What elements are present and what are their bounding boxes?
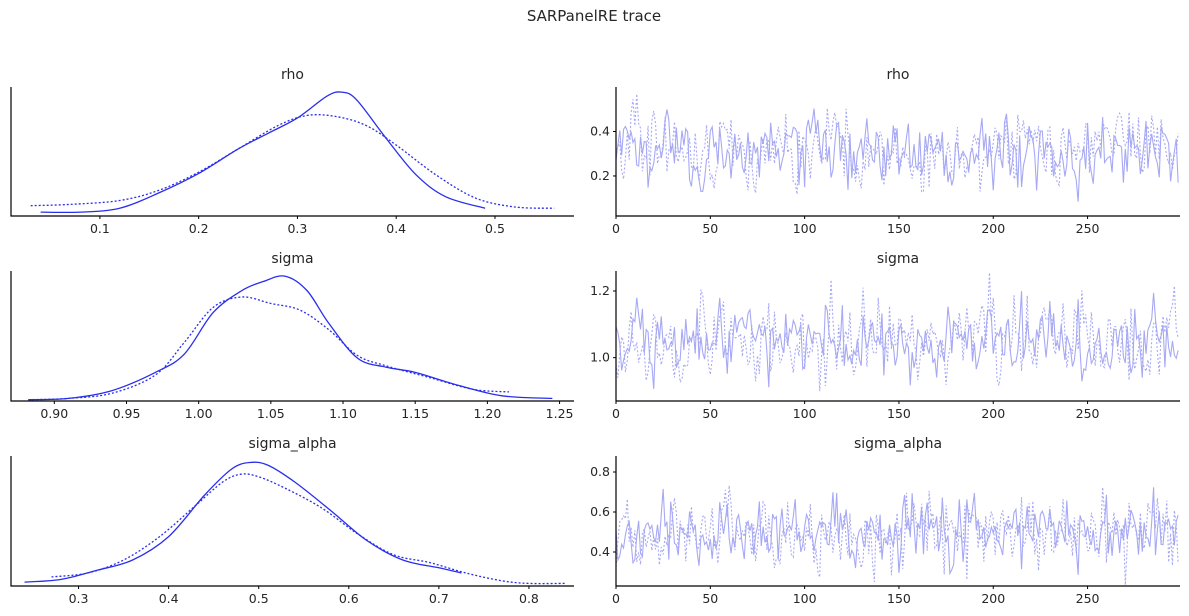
series-chain-0-line: [28, 275, 553, 401]
x-tick-label: 250: [1076, 591, 1100, 606]
series-chain-0-line: [615, 291, 1179, 390]
axis-spines: [10, 87, 574, 217]
x-tick-label: 0.1: [90, 221, 110, 236]
series-chain-1-line: [615, 485, 1179, 586]
x-tick-label: 100: [793, 591, 817, 606]
axis-spines: [615, 456, 1180, 587]
x-tick-label: 0.4: [386, 221, 406, 236]
x-tick-label: 100: [793, 406, 817, 421]
x-tick-label: 1.25: [546, 406, 574, 421]
figure-title: SARPanelRE trace: [527, 7, 661, 25]
series-chain-0-line: [24, 461, 462, 583]
x-tick-label: 200: [981, 591, 1005, 606]
y-tick-label: 0.8: [590, 464, 610, 479]
axis-spines: [10, 271, 574, 402]
x-tick-label: 1.00: [185, 406, 213, 421]
x-tick-label: 0.90: [40, 406, 68, 421]
panel-5: sigma_alpha 0.3 0.4 0.5 0.6 0.7 0.8: [10, 436, 574, 606]
series-chain-1-line: [28, 296, 510, 401]
panel-title: sigma: [877, 251, 919, 267]
x-tick-label: 50: [702, 406, 718, 421]
series-chain-0-line: [40, 91, 486, 214]
panel-title: rho: [281, 67, 304, 83]
x-tick-label: 0.3: [287, 221, 307, 236]
series-chain-1-line: [51, 473, 565, 585]
x-tick-label: 1.05: [257, 406, 285, 421]
series-chain-0-line: [615, 108, 1179, 202]
x-tick-label: 50: [702, 221, 718, 236]
x-tick-label: 200: [981, 406, 1005, 421]
x-tick-label: 1.20: [473, 406, 501, 421]
x-tick-label: 0.5: [249, 591, 269, 606]
x-tick-label: 0: [612, 591, 620, 606]
y-tick-label: 1.0: [590, 350, 610, 365]
panel-title: sigma_alpha: [248, 436, 336, 452]
panel-3: sigma 0.90 0.95 1.00 1.05 1.10 1.15 1.20 1.25: [10, 251, 574, 421]
y-tick-label: 0.4: [590, 123, 610, 138]
x-tick-label: 0.3: [69, 591, 89, 606]
panel-2: rho 0 50 100 150 200 250 0.2 0.4: [590, 67, 1180, 236]
y-tick-label: 0.4: [590, 544, 610, 559]
x-tick-label: 250: [1076, 221, 1100, 236]
panel-6: sigma_alpha 0 50 100 150 200 250 0.4 0.6 0.8: [590, 436, 1180, 606]
panel-1: rho 0.1 0.2 0.3 0.4 0.5: [10, 67, 574, 236]
x-tick-label: 0.4: [159, 591, 179, 606]
x-tick-label: 50: [702, 591, 718, 606]
x-tick-label: 100: [793, 221, 817, 236]
axis-spines: [10, 456, 574, 587]
x-tick-label: 150: [887, 221, 911, 236]
panel-title: rho: [887, 67, 910, 83]
x-tick-label: 0.6: [339, 591, 359, 606]
x-tick-label: 1.15: [401, 406, 429, 421]
series-chain-1-line: [30, 114, 555, 209]
series-chain-0-line: [615, 487, 1179, 576]
x-tick-label: 0.5: [485, 221, 505, 236]
x-tick-label: 150: [887, 591, 911, 606]
x-tick-label: 0.7: [429, 591, 449, 606]
y-tick-label: 0.2: [590, 168, 610, 183]
y-tick-label: 1.2: [590, 283, 610, 298]
y-tick-label: 0.6: [590, 504, 610, 519]
panel-title: sigma_alpha: [854, 436, 942, 452]
x-tick-label: 200: [981, 221, 1005, 236]
x-tick-label: 250: [1076, 406, 1100, 421]
x-tick-label: 0: [612, 221, 620, 236]
series-chain-1-line: [615, 272, 1179, 392]
x-tick-label: 0.95: [113, 406, 141, 421]
x-tick-label: 0.2: [189, 221, 209, 236]
panel-title: sigma: [271, 251, 313, 267]
x-tick-label: 0.8: [519, 591, 539, 606]
x-tick-label: 0: [612, 406, 620, 421]
x-tick-label: 150: [887, 406, 911, 421]
x-tick-label: 1.10: [329, 406, 357, 421]
panel-4: sigma 0 50 100 150 200 250 1.0 1.2: [590, 251, 1180, 421]
